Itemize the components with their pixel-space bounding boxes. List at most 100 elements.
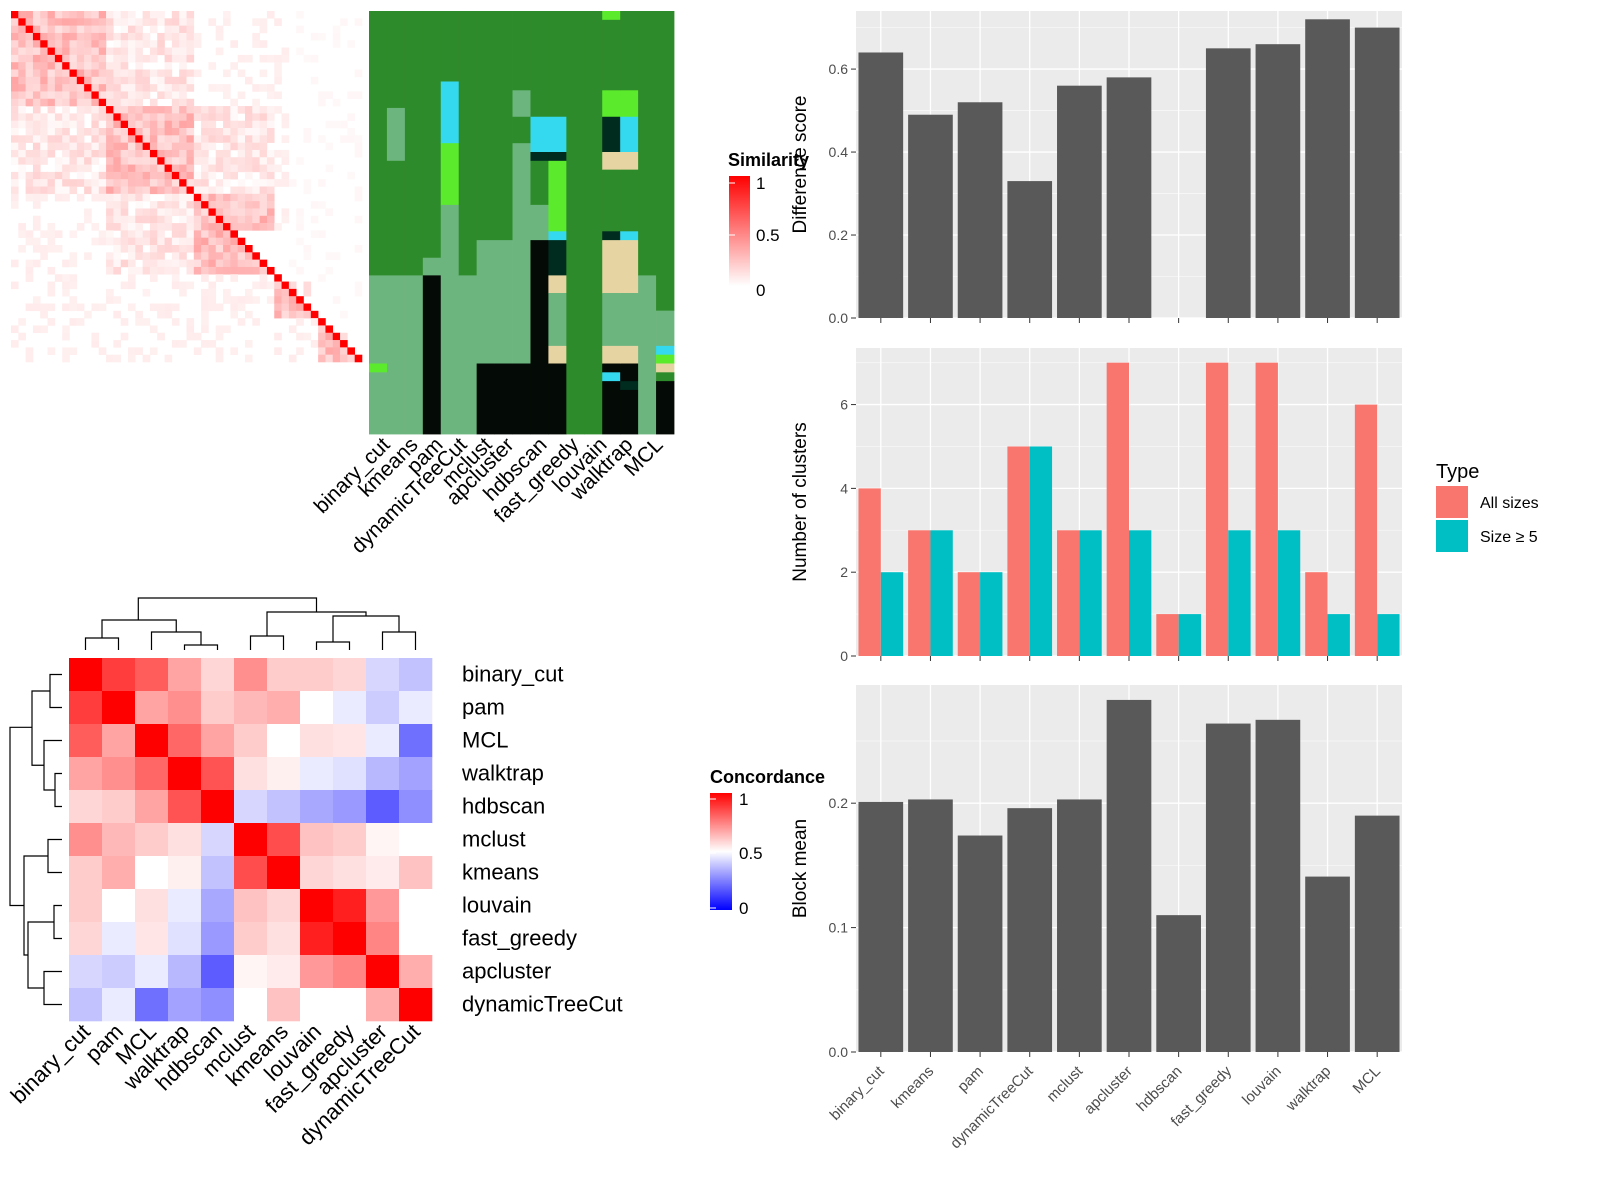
similarity-cell (142, 157, 151, 165)
similarity-cell (25, 237, 34, 246)
similarity-cell (47, 106, 56, 114)
similarity-cell (18, 149, 26, 158)
similarity-cell (201, 230, 209, 238)
concordance-dendrogram (9, 597, 417, 1006)
similarity-cell (171, 47, 180, 56)
similarity-cell (201, 179, 209, 187)
assignment-cell (620, 116, 639, 153)
similarity-cell (179, 98, 187, 107)
similarity-cell (215, 106, 224, 114)
legend-title: Concordance (710, 767, 825, 787)
similarity-cell (76, 106, 85, 114)
concordance-cell (333, 691, 367, 725)
similarity-cell (171, 179, 180, 187)
similarity-cell (135, 128, 143, 136)
similarity-cell (76, 149, 85, 158)
similarity-cell (186, 135, 195, 143)
bar (957, 572, 981, 656)
similarity-cell (245, 245, 253, 253)
similarity-cell (252, 18, 260, 26)
dendrogram-branch (53, 904, 62, 940)
similarity-cell (215, 245, 224, 253)
similarity-cell (157, 310, 165, 319)
similarity-cell (113, 193, 121, 202)
dendrogram-branch (101, 619, 177, 638)
similarity-cell (32, 98, 41, 107)
concordance-cell (102, 691, 136, 725)
similarity-cell (245, 259, 253, 268)
concordance-cell (69, 856, 103, 890)
similarity-cell (164, 149, 173, 158)
similarity-cell (186, 245, 195, 253)
similarity-cell (149, 179, 158, 187)
similarity-cell (149, 164, 158, 173)
similarity-cell (193, 171, 202, 180)
similarity-cell (208, 128, 217, 136)
similarity-cell (142, 40, 151, 48)
similarity-cell (252, 135, 260, 143)
similarity-cell (157, 40, 165, 48)
similarity-cell (281, 288, 290, 297)
similarity-cell (347, 171, 355, 180)
y-tick-label: 0.6 (829, 61, 849, 77)
similarity-cell (186, 164, 195, 173)
similarity-cell (201, 340, 209, 348)
similarity-cell (303, 54, 312, 63)
similarity-cell (215, 354, 224, 363)
similarity-cell (40, 98, 48, 107)
similarity-cell (76, 84, 85, 92)
similarity-cell (179, 259, 187, 268)
similarity-cell (149, 135, 158, 143)
similarity-cell (157, 18, 165, 26)
similarity-cell (281, 281, 290, 290)
similarity-cell (149, 259, 158, 268)
similarity-cell (91, 332, 100, 341)
similarity-cell (113, 32, 121, 41)
similarity-cell (142, 32, 151, 41)
assignment-cell (602, 381, 621, 435)
concordance-cell (366, 922, 400, 956)
similarity-cell (91, 179, 100, 187)
bar (1029, 446, 1053, 656)
similarity-cell (128, 171, 136, 180)
similarity-cell (76, 11, 85, 19)
similarity-cell (245, 340, 253, 348)
bar (1255, 719, 1301, 1052)
similarity-cell (186, 325, 195, 334)
similarity-cell (230, 237, 238, 246)
similarity-cell (252, 201, 260, 209)
x-tick-label: mclust (1044, 1062, 1087, 1105)
similarity-cell (76, 164, 85, 173)
similarity-cell (113, 91, 121, 100)
similarity-cell (18, 98, 26, 107)
legend-tick-label: 0.5 (739, 844, 763, 863)
similarity-cell (186, 179, 195, 187)
similarity-cell (179, 18, 187, 26)
concordance-cell (135, 658, 169, 692)
similarity-cell (113, 135, 121, 143)
assignment-cell (602, 372, 621, 382)
similarity-cell (91, 120, 100, 129)
similarity-cell (84, 40, 92, 48)
assignment-cell (440, 81, 460, 144)
similarity-cell (113, 113, 121, 121)
similarity-cell (259, 179, 268, 187)
similarity-cell (303, 303, 312, 312)
similarity-cell (201, 259, 209, 268)
similarity-cell (113, 98, 121, 107)
similarity-cell (135, 142, 143, 151)
similarity-cell (76, 120, 85, 129)
similarity-cell (157, 157, 165, 165)
similarity-cell (208, 230, 217, 238)
similarity-cell (347, 135, 355, 143)
similarity-cell (201, 164, 209, 173)
similarity-cell (201, 193, 209, 202)
assignment-cell (476, 11, 495, 241)
bar (1255, 362, 1278, 656)
similarity-cell (54, 142, 63, 151)
similarity-cell (62, 303, 70, 312)
assignment-cell (656, 310, 675, 347)
similarity-cell (149, 69, 158, 78)
similarity-cell (11, 281, 19, 290)
similarity-cell (230, 98, 238, 107)
